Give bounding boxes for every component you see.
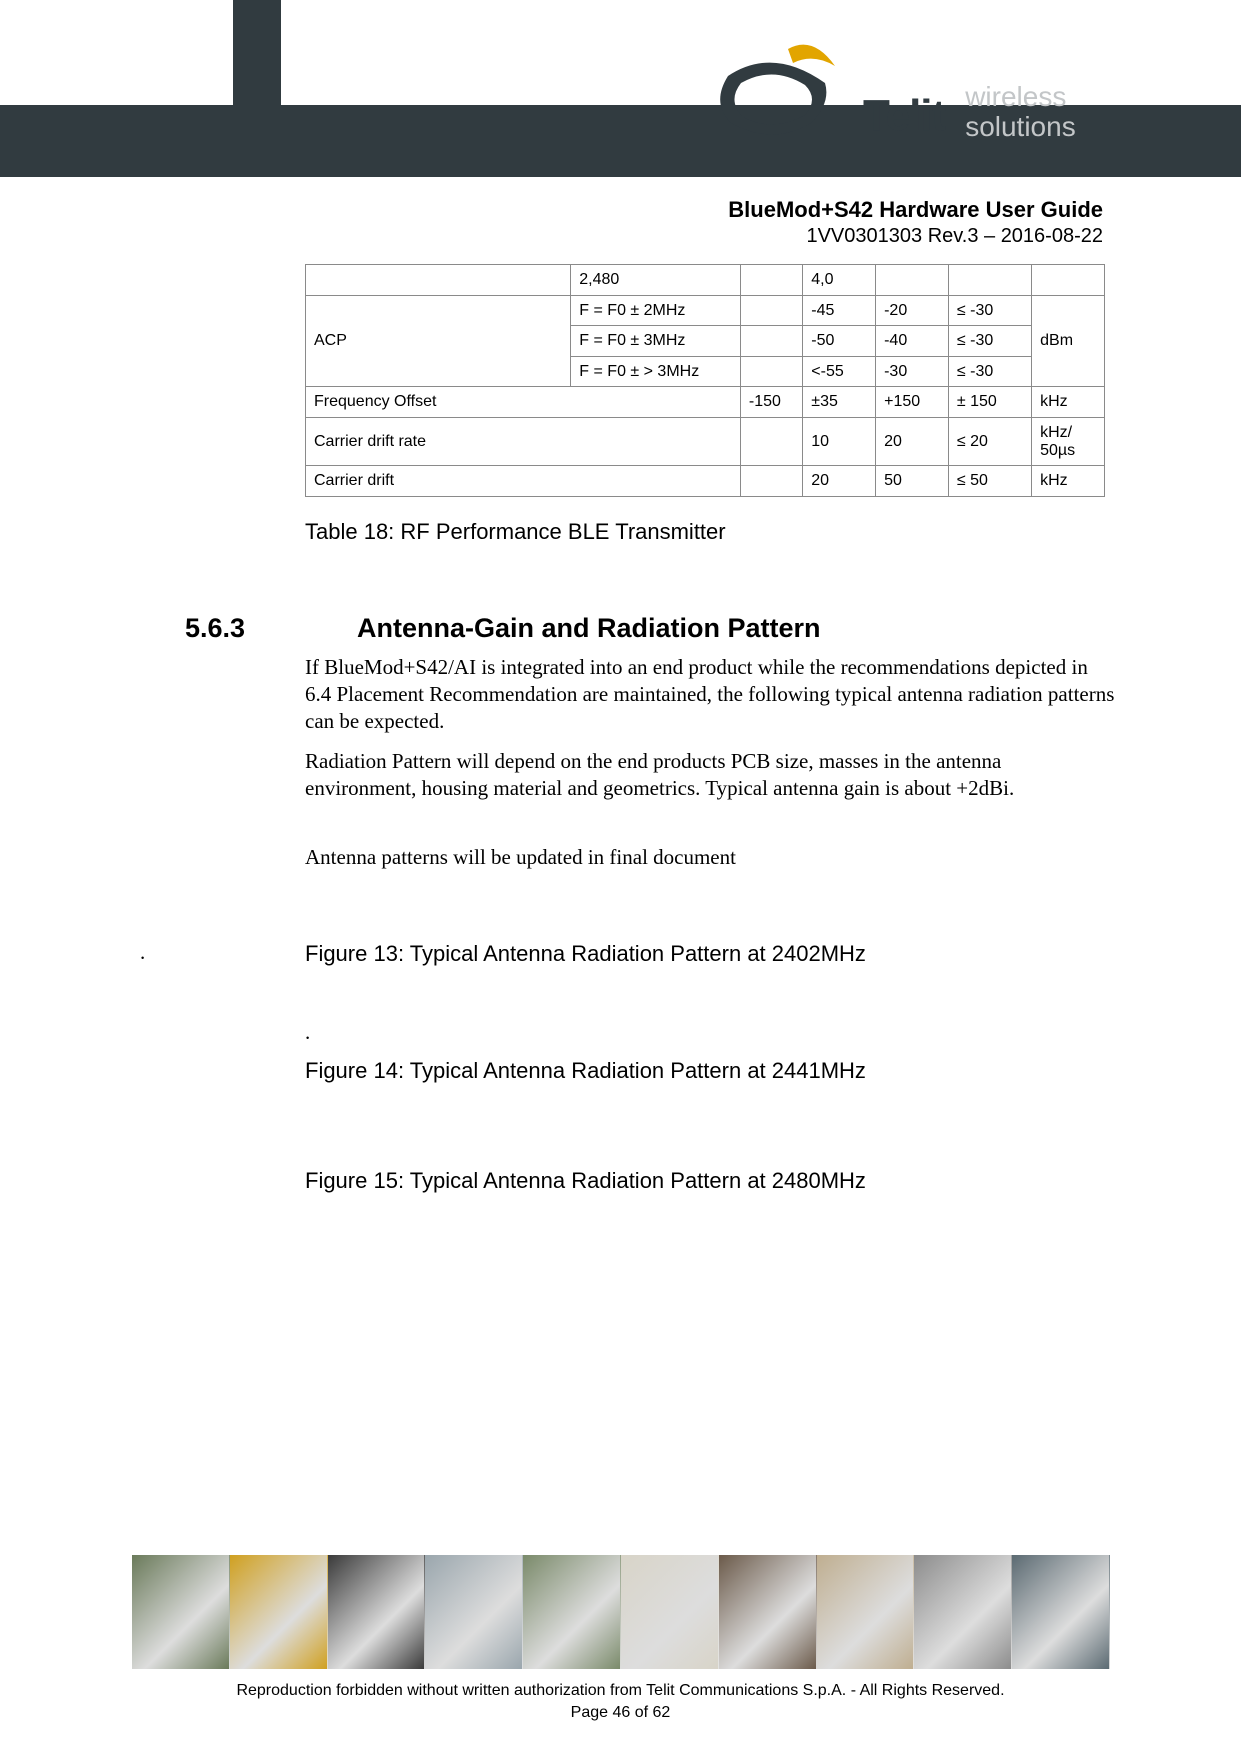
cell: 4,0 [803, 265, 876, 296]
cell: -50 [803, 326, 876, 357]
table-row: Carrier drift rate 10 20 ≤ 20 kHz/ 50µs [306, 417, 1105, 465]
cell: 20 [876, 417, 949, 465]
cell: <-55 [803, 356, 876, 387]
cell: ≤ -30 [948, 356, 1031, 387]
logo-mark [693, 41, 843, 141]
footer-panel [328, 1555, 426, 1669]
cell: F = F0 ± 3MHz [571, 326, 741, 357]
cell: -30 [876, 356, 949, 387]
footer-panel [230, 1555, 328, 1669]
tagline-l1: wireless [965, 81, 1066, 112]
cell: +150 [876, 387, 949, 418]
footer-image-strip [132, 1555, 1110, 1669]
footer-panel [914, 1555, 1012, 1669]
logo-tagline: wireless solutions [965, 82, 1076, 141]
paragraph: Radiation Pattern will depend on the end… [305, 748, 1115, 802]
table-row: 2,480 4,0 [306, 265, 1105, 296]
cell: -40 [876, 326, 949, 357]
cell [1032, 265, 1105, 296]
stray-dot: . [305, 1019, 1115, 1046]
cell: Carrier drift [306, 466, 741, 497]
stray-dot-left: . [140, 940, 145, 965]
logo-text: Telit [863, 91, 945, 141]
logo: Telit wireless solutions [693, 36, 1103, 141]
section-number: 5.6.3 [185, 613, 357, 644]
footer-panel [1012, 1555, 1110, 1669]
cell: kHz/ 50µs [1032, 417, 1105, 465]
cell [740, 417, 802, 465]
cell: ≤ -30 [948, 326, 1031, 357]
cell: kHz [1032, 387, 1105, 418]
cell [740, 295, 802, 326]
doc-title: BlueMod+S42 Hardware User Guide [728, 197, 1103, 223]
footer-panel [719, 1555, 817, 1669]
footer-panel [817, 1555, 915, 1669]
paragraph: Antenna patterns will be updated in fina… [305, 844, 1115, 871]
table-caption: Table 18: RF Performance BLE Transmitter [305, 519, 1115, 545]
cell: 50 [876, 466, 949, 497]
footer-line1: Reproduction forbidden without written a… [0, 1680, 1241, 1702]
section-title: Antenna-Gain and Radiation Pattern [357, 613, 821, 644]
figure-caption: Figure 14: Typical Antenna Radiation Pat… [305, 1058, 1115, 1084]
cell-acp: ACP [306, 295, 571, 387]
rf-table: 2,480 4,0 ACP F = F0 ± 2MHz -45 -20 ≤ -3… [305, 264, 1105, 497]
footer-panel [425, 1555, 523, 1669]
cell: 10 [803, 417, 876, 465]
cell: ≤ 50 [948, 466, 1031, 497]
header-left-tab [233, 0, 281, 177]
cell: 20 [803, 466, 876, 497]
figure-caption: Figure 15: Typical Antenna Radiation Pat… [305, 1168, 1115, 1194]
cell [306, 265, 571, 296]
cell: Frequency Offset [306, 387, 741, 418]
cell [740, 265, 802, 296]
cell: F = F0 ± 2MHz [571, 295, 741, 326]
cell [740, 326, 802, 357]
cell [948, 265, 1031, 296]
cell: -45 [803, 295, 876, 326]
cell: ± 150 [948, 387, 1031, 418]
footer-panel [621, 1555, 719, 1669]
cell-dbm: dBm [1032, 295, 1105, 387]
cell: -150 [740, 387, 802, 418]
figure-caption: Figure 13: Typical Antenna Radiation Pat… [305, 941, 1115, 967]
cell: 2,480 [571, 265, 741, 296]
cell [876, 265, 949, 296]
cell [740, 356, 802, 387]
cell: ±35 [803, 387, 876, 418]
cell: ≤ -30 [948, 295, 1031, 326]
content: 2,480 4,0 ACP F = F0 ± 2MHz -45 -20 ≤ -3… [305, 264, 1115, 1194]
table-row: Frequency Offset -150 ±35 +150 ± 150 kHz [306, 387, 1105, 418]
cell: kHz [1032, 466, 1105, 497]
cell: F = F0 ± > 3MHz [571, 356, 741, 387]
cell: -20 [876, 295, 949, 326]
doc-rev: 1VV0301303 Rev.3 – 2016-08-22 [806, 225, 1103, 248]
footer-text: Reproduction forbidden without written a… [0, 1680, 1241, 1723]
table-row: Carrier drift 20 50 ≤ 50 kHz [306, 466, 1105, 497]
tagline-l2: solutions [965, 111, 1076, 142]
paragraph: If BlueMod+S42/AI is integrated into an … [305, 654, 1115, 735]
section-heading: 5.6.3 Antenna-Gain and Radiation Pattern [305, 613, 1115, 644]
cell: ≤ 20 [948, 417, 1031, 465]
cell: Carrier drift rate [306, 417, 741, 465]
footer-panel [132, 1555, 230, 1669]
footer-line2: Page 46 of 62 [0, 1702, 1241, 1724]
footer-panel [523, 1555, 621, 1669]
table-row: ACP F = F0 ± 2MHz -45 -20 ≤ -30 dBm [306, 295, 1105, 326]
cell [740, 466, 802, 497]
